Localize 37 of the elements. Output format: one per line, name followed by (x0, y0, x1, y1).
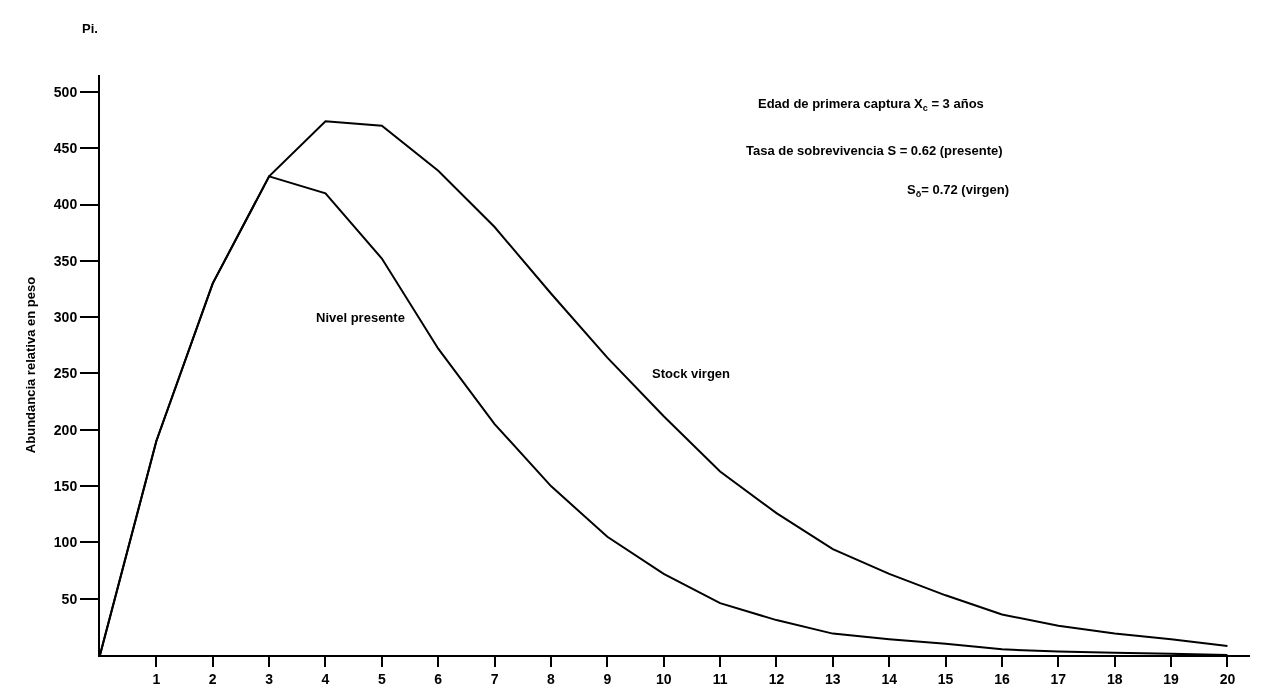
y-tick-label: 350 (53, 252, 78, 269)
y-tick-label: 450 (53, 140, 78, 157)
x-tick-label: 8 (547, 670, 556, 687)
text: Pi. (82, 21, 98, 36)
annotation: S$_{ō}$= 0.72 (virgen) (907, 182, 1010, 199)
x-tick-label: 1 (152, 670, 161, 687)
x-tick-label: 13 (825, 670, 841, 687)
y-tick-label: 400 (53, 196, 78, 213)
annotation: Tasa de sobrevivencia S = 0.62 (presente) (746, 143, 1003, 158)
x-tick-label: 14 (881, 670, 898, 687)
y-tick-label: 250 (53, 365, 78, 382)
y-tick-label: 150 (53, 477, 78, 494)
x-tick-label: 6 (434, 670, 443, 687)
x-tick-label: 5 (377, 670, 386, 687)
y-tick-label: 300 (53, 309, 78, 326)
y-tick-label: 500 (53, 83, 78, 100)
x-tick-label: 4 (321, 670, 330, 687)
series-label: Stock virgen (652, 366, 731, 381)
x-tick-label: 12 (768, 670, 785, 687)
y-tick-label: 100 (53, 534, 78, 551)
x-tick-label: 3 (265, 670, 274, 687)
x-tick-label: 17 (1050, 670, 1067, 687)
x-tick-label: 15 (937, 670, 954, 687)
x-tick-label: 16 (994, 670, 1010, 687)
x-tick-label: 7 (490, 670, 499, 687)
x-tick-label: 20 (1219, 670, 1236, 687)
annotation: Edad de primera captura X$_{c}$ = 3 años (758, 96, 984, 113)
y-axis-title: Abundancia relativa en peso (23, 276, 39, 454)
y-tick-label: 50 (61, 590, 78, 607)
x-tick-label: 9 (603, 670, 612, 687)
x-tick-label: 2 (208, 670, 217, 687)
x-tick-label: 19 (1163, 670, 1180, 687)
y-tick-label: 200 (53, 421, 78, 438)
series-label: Nivel presente (316, 310, 405, 325)
x-tick-label: 18 (1106, 670, 1123, 687)
x-tick-label: 10 (655, 670, 672, 687)
x-tick-label: 11 (712, 670, 728, 687)
